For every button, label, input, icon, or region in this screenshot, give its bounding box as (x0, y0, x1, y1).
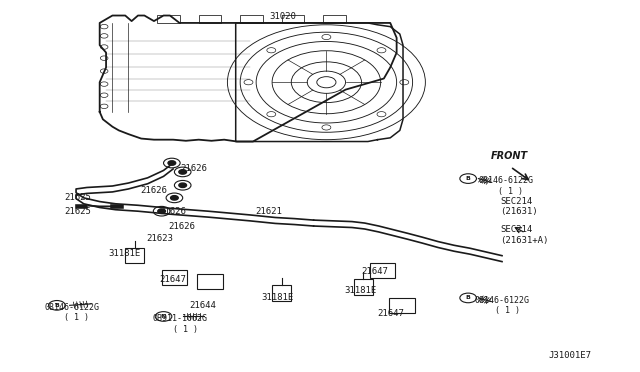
Text: 08146-6122G
    ( 1 ): 08146-6122G ( 1 ) (474, 296, 529, 315)
Text: 21644: 21644 (189, 301, 216, 310)
Text: 21647: 21647 (362, 267, 388, 276)
Bar (162, 270, 187, 285)
Text: 21647: 21647 (159, 275, 186, 284)
Bar (197, 274, 223, 289)
Text: 21647: 21647 (378, 310, 404, 318)
Text: B: B (466, 176, 470, 181)
Bar (157, 15, 179, 23)
Text: B: B (466, 295, 470, 301)
Circle shape (158, 209, 166, 214)
Text: SEC214
(21631+A): SEC214 (21631+A) (500, 225, 548, 245)
Text: 08146-6122G
    ( 1 ): 08146-6122G ( 1 ) (44, 303, 99, 323)
Circle shape (168, 161, 175, 165)
Text: 21621: 21621 (255, 208, 282, 217)
Text: 21626: 21626 (180, 164, 207, 173)
Text: 21625: 21625 (65, 208, 92, 217)
Text: SEC214
(21631): SEC214 (21631) (500, 197, 538, 216)
Circle shape (179, 170, 186, 174)
Text: 31020: 31020 (269, 12, 296, 21)
Text: 21623: 21623 (147, 234, 173, 243)
Text: 31181E: 31181E (108, 249, 140, 258)
Text: B: B (54, 303, 60, 308)
Text: 31181E: 31181E (344, 286, 376, 295)
Text: 21626: 21626 (169, 221, 196, 231)
Text: J31001E7: J31001E7 (548, 351, 591, 360)
Bar (282, 15, 304, 23)
Text: 21626: 21626 (159, 208, 186, 217)
Circle shape (171, 196, 178, 200)
Bar (354, 279, 373, 295)
Bar (198, 15, 221, 23)
Bar (272, 285, 291, 301)
Text: 31181E: 31181E (261, 294, 294, 302)
Text: 08146-6122G
    ( 1 ): 08146-6122G ( 1 ) (478, 176, 533, 196)
Bar (240, 15, 262, 23)
Bar (370, 263, 396, 278)
Bar (125, 248, 145, 263)
Bar (389, 298, 415, 313)
Circle shape (179, 183, 186, 187)
Bar (323, 15, 346, 23)
Text: FRONT: FRONT (491, 151, 528, 161)
Text: N: N (161, 314, 166, 319)
Text: 21626: 21626 (140, 186, 167, 195)
Text: 0B911-1062G
    ( 1 ): 0B911-1062G ( 1 ) (153, 314, 208, 334)
Text: 21625: 21625 (65, 193, 92, 202)
